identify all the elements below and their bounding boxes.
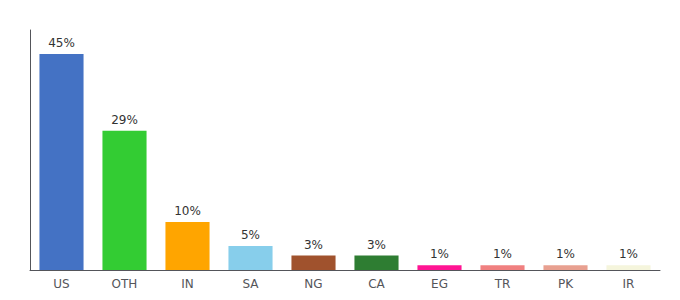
- svg-text:EG: EG: [431, 277, 448, 291]
- svg-text:NG: NG: [304, 277, 322, 291]
- svg-text:10%: 10%: [174, 204, 201, 218]
- svg-text:SA: SA: [242, 277, 259, 291]
- svg-text:PK: PK: [558, 277, 574, 291]
- svg-text:IR: IR: [623, 277, 635, 291]
- svg-text:1%: 1%: [430, 247, 449, 261]
- svg-text:5%: 5%: [241, 228, 260, 242]
- svg-text:TR: TR: [494, 277, 511, 291]
- svg-text:29%: 29%: [111, 113, 138, 127]
- svg-text:45%: 45%: [48, 36, 75, 50]
- svg-text:1%: 1%: [556, 247, 575, 261]
- svg-text:US: US: [53, 277, 69, 291]
- svg-text:3%: 3%: [304, 238, 323, 252]
- svg-text:OTH: OTH: [112, 277, 138, 291]
- svg-text:1%: 1%: [619, 247, 638, 261]
- svg-text:1%: 1%: [493, 247, 512, 261]
- svg-text:IN: IN: [181, 277, 194, 291]
- svg-text:3%: 3%: [367, 238, 386, 252]
- svg-text:CA: CA: [368, 277, 385, 291]
